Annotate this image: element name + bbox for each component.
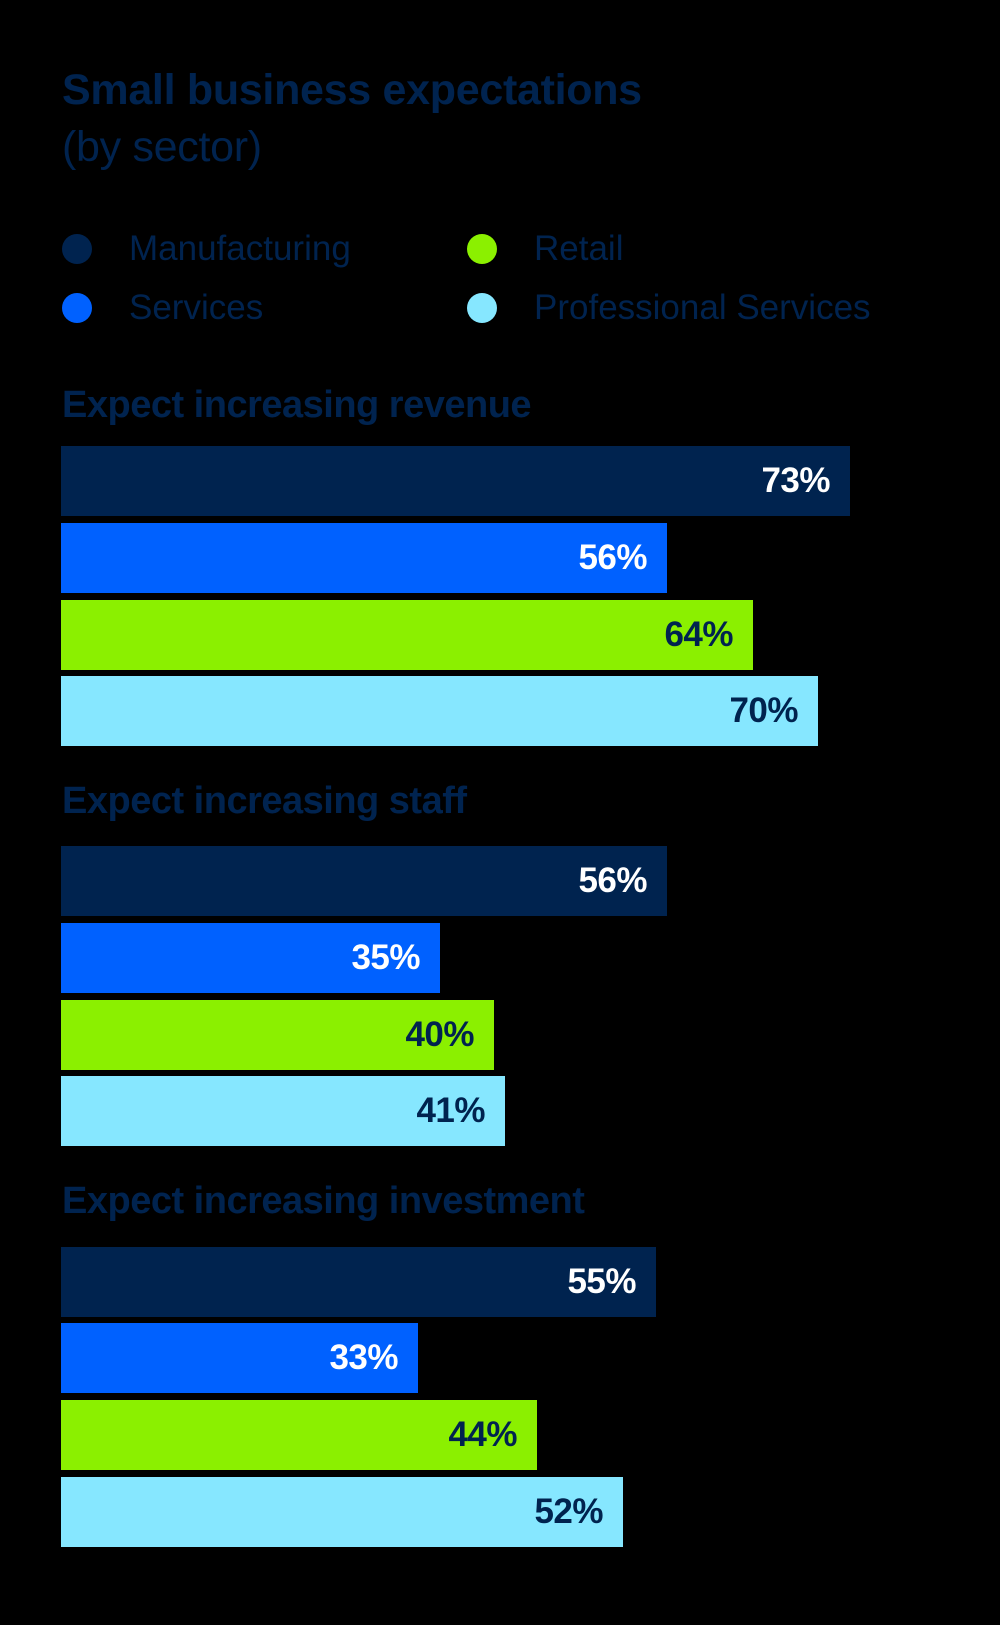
legend-dot-manufacturing-icon xyxy=(62,234,92,264)
bar-value-label: 56% xyxy=(578,861,647,900)
legend-label: Services xyxy=(129,288,264,327)
legend-dot-retail-icon xyxy=(467,234,497,264)
legend-item-professional-services: Professional Services xyxy=(467,288,871,328)
legend-item-retail: Retail xyxy=(467,229,623,269)
section-title-staff: Expect increasing staff xyxy=(62,780,467,822)
bar-investment-services: 33% xyxy=(61,1323,418,1393)
legend-label: Manufacturing xyxy=(129,229,351,268)
bar-value-label: 55% xyxy=(567,1262,636,1301)
bar-staff-retail: 40% xyxy=(61,1000,494,1070)
bar-investment-manufacturing: 55% xyxy=(61,1247,656,1317)
bar-investment-retail: 44% xyxy=(61,1400,537,1470)
legend-dot-professional-services-icon xyxy=(467,293,497,323)
bar-revenue-professional-services: 70% xyxy=(61,676,818,746)
bar-value-label: 56% xyxy=(578,538,647,577)
section-title-investment: Expect increasing investment xyxy=(62,1180,585,1222)
bar-value-label: 44% xyxy=(448,1415,517,1454)
bar-value-label: 35% xyxy=(351,938,420,977)
bar-staff-manufacturing: 56% xyxy=(61,846,667,916)
bar-value-label: 70% xyxy=(729,691,798,730)
legend-label: Professional Services xyxy=(534,288,871,327)
legend: Manufacturing Services Retail Profession… xyxy=(62,228,962,348)
legend-item-manufacturing: Manufacturing xyxy=(62,229,351,269)
bar-value-label: 52% xyxy=(534,1492,603,1531)
bar-revenue-manufacturing: 73% xyxy=(61,446,850,516)
bar-revenue-retail: 64% xyxy=(61,600,753,670)
bar-value-label: 40% xyxy=(405,1015,474,1054)
bar-value-label: 73% xyxy=(761,461,830,500)
bar-value-label: 41% xyxy=(416,1091,485,1130)
bar-revenue-services: 56% xyxy=(61,523,667,593)
chart-title-main: Small business expectations xyxy=(62,66,642,114)
bar-investment-professional-services: 52% xyxy=(61,1477,623,1547)
bar-value-label: 64% xyxy=(664,615,733,654)
chart-title-subtitle: (by sector) xyxy=(62,123,262,171)
bar-value-label: 33% xyxy=(329,1338,398,1377)
legend-dot-services-icon xyxy=(62,293,92,323)
legend-label: Retail xyxy=(534,229,624,268)
legend-item-services: Services xyxy=(62,288,263,328)
bar-staff-services: 35% xyxy=(61,923,440,993)
bar-staff-professional-services: 41% xyxy=(61,1076,505,1146)
section-title-revenue: Expect increasing revenue xyxy=(62,384,532,426)
chart-title: Small business expectations (by sector) xyxy=(62,62,642,176)
